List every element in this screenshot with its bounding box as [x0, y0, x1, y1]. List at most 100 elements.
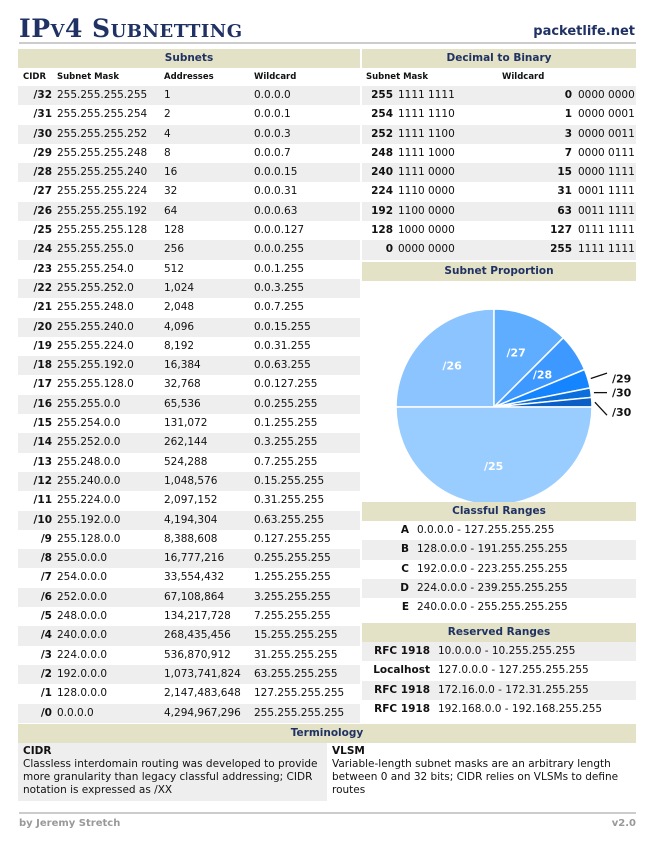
cidr: /2: [40, 667, 52, 680]
subnet-row: /22 255.255.252.0 1,024 0.0.3.255: [18, 278, 360, 299]
wildcard: 0.0.0.127: [254, 224, 305, 237]
reserved-name: RFC 1918: [374, 702, 430, 715]
wildcard-binary: 0111 1111: [578, 224, 635, 237]
col-subnet-mask: Subnet Mask: [366, 72, 429, 82]
class-row: D 224.0.0.0 - 239.255.255.255: [362, 578, 636, 599]
addresses: 262,144: [164, 436, 208, 449]
cidr: /14: [33, 436, 52, 449]
cidr: /6: [40, 590, 52, 603]
reserved-name: RFC 1918: [374, 645, 430, 657]
wildcard: 0.7.255.255: [254, 455, 318, 468]
class-letter: B: [400, 543, 409, 556]
subnet-mask: 255.252.0.0: [57, 436, 121, 449]
wildcard: 0.0.0.63: [254, 204, 298, 217]
wildcard-decimal: 31: [557, 185, 572, 198]
subnet-mask: 255.255.240.0: [57, 320, 134, 333]
addresses: 1: [164, 89, 171, 101]
term-vlsm: VLSM Variable-length subnet masks are an…: [327, 743, 636, 801]
class-letter: E: [401, 601, 409, 614]
addresses: 1,024: [164, 281, 195, 294]
subnet-row: /11 255.224.0.0 2,097,152 0.31.255.255: [18, 491, 360, 510]
subnet-mask: 255.254.0.0: [57, 417, 121, 430]
subnet-row: /32 255.255.255.255 1 0.0.0.0: [18, 86, 360, 106]
subnet-row: /27 255.255.255.224 32 0.0.0.31: [18, 182, 360, 201]
cidr: /7: [40, 571, 52, 584]
subnet-mask: 255.255.255.0: [57, 243, 134, 256]
class-row: C 192.0.0.0 - 223.255.255.255: [362, 560, 636, 579]
addresses: 134,217,728: [164, 610, 231, 623]
wildcard: 0.0.15.255: [254, 320, 311, 333]
mask-decimal: 248: [371, 146, 393, 159]
cidr: /4: [40, 629, 52, 642]
subnet-row: /18 255.255.192.0 16,384 0.0.63.255: [18, 356, 360, 376]
cidr: /28: [33, 166, 52, 179]
cidr: /24: [33, 243, 52, 256]
wildcard-decimal: 0: [564, 89, 572, 101]
cidr: /26: [33, 204, 52, 217]
cidr: /15: [33, 417, 52, 430]
cidr: /16: [33, 397, 52, 410]
wildcard: 0.255.255.255: [254, 552, 331, 565]
pie-slice: [395, 308, 495, 408]
wildcard: 0.0.3.255: [254, 281, 305, 294]
mask-decimal: 252: [371, 127, 393, 140]
wildcard: 0.0.127.255: [254, 378, 318, 391]
subnet-row: /3 224.0.0.0 536,870,912 31.255.255.255: [18, 646, 360, 665]
subnet-mask: 255.255.255.240: [57, 166, 148, 179]
subnet-mask: 255.255.192.0: [57, 359, 134, 372]
addresses: 4,294,967,296: [164, 706, 241, 719]
subnet-row: /14 255.252.0.0 262,144 0.3.255.255: [18, 433, 360, 453]
subnet-row: /31 255.255.255.254 2 0.0.0.1: [18, 105, 360, 124]
class-range: 128.0.0.0 - 191.255.255.255: [417, 543, 568, 556]
dec2bin-row: 0 0000 0000 255 1111 1111: [362, 240, 636, 260]
col-wildcard: Wildcard: [502, 72, 545, 82]
addresses: 2,048: [164, 301, 195, 314]
cidr: /21: [33, 301, 52, 314]
mask-decimal: 224: [371, 185, 393, 198]
addresses: 4,194,304: [164, 513, 218, 526]
reserved-range: 172.16.0.0 - 172.31.255.255: [438, 683, 589, 696]
wildcard: 127.255.255.255: [254, 687, 345, 700]
dec2bin-section: Decimal to Binary Subnet Mask Wildcard 2…: [362, 49, 636, 260]
subnet-mask: 255.224.0.0: [57, 494, 121, 507]
subnet-row: /20 255.255.240.0 4,096 0.0.15.255: [18, 317, 360, 337]
reserved-range: 127.0.0.0 - 127.255.255.255: [438, 664, 589, 677]
wildcard-binary: 0000 0001: [578, 108, 635, 121]
mask-binary: 1111 1100: [398, 127, 455, 140]
mask-decimal: 255: [371, 89, 393, 101]
addresses: 65,536: [164, 397, 201, 410]
cidr: /9: [40, 532, 52, 545]
wildcard: 3.255.255.255: [254, 590, 331, 603]
cidr: /13: [33, 455, 52, 468]
wildcard: 0.63.255.255: [254, 513, 325, 526]
addresses: 32: [164, 185, 178, 198]
subnet-mask: 240.0.0.0: [57, 629, 108, 642]
term-cidr: CIDR Classless interdomain routing was d…: [18, 743, 327, 801]
wildcard-decimal: 1: [564, 108, 572, 121]
term-name: CIDR: [23, 745, 52, 757]
addresses: 256: [164, 243, 185, 256]
dec2bin-header: Subnet Mask Wildcard: [362, 69, 636, 86]
class-range: 0.0.0.0 - 127.255.255.255: [417, 524, 555, 536]
cidr: /10: [33, 513, 52, 526]
mask-binary: 1111 1000: [398, 146, 455, 159]
wildcard: 0.0.1.255: [254, 262, 305, 275]
wildcard: 0.127.255.255: [254, 532, 331, 545]
subnet-row: /0 0.0.0.0 4,294,967,296 255.255.255.255: [18, 703, 360, 723]
mask-decimal: 0: [385, 243, 393, 256]
proportion-section: Subnet Proportion /26/27/28/29/30/30/25: [362, 262, 636, 511]
wildcard: 63.255.255.255: [254, 667, 338, 680]
pie-leader-line: [594, 401, 608, 416]
subnet-row: /19 255.255.224.0 8,192 0.0.31.255: [18, 337, 360, 356]
subnet-row: /28 255.255.255.240 16 0.0.0.15: [18, 163, 360, 183]
subnet-mask: 192.0.0.0: [57, 667, 108, 680]
reserved-row: RFC 1918 172.16.0.0 - 172.31.255.255: [362, 680, 636, 700]
subnet-row: /29 255.255.255.248 8 0.0.0.7: [18, 144, 360, 163]
pie-slice: [493, 308, 565, 409]
dec2bin-row: 240 1111 0000 15 0000 1111: [362, 163, 636, 183]
class-range: 192.0.0.0 - 223.255.255.255: [417, 562, 568, 575]
addresses: 524,288: [164, 455, 208, 468]
wildcard-binary: 1111 1111: [578, 243, 635, 256]
page-title: IPv4 Subnetting: [19, 14, 243, 43]
reserved-range: 10.0.0.0 - 10.255.255.255: [438, 645, 576, 657]
